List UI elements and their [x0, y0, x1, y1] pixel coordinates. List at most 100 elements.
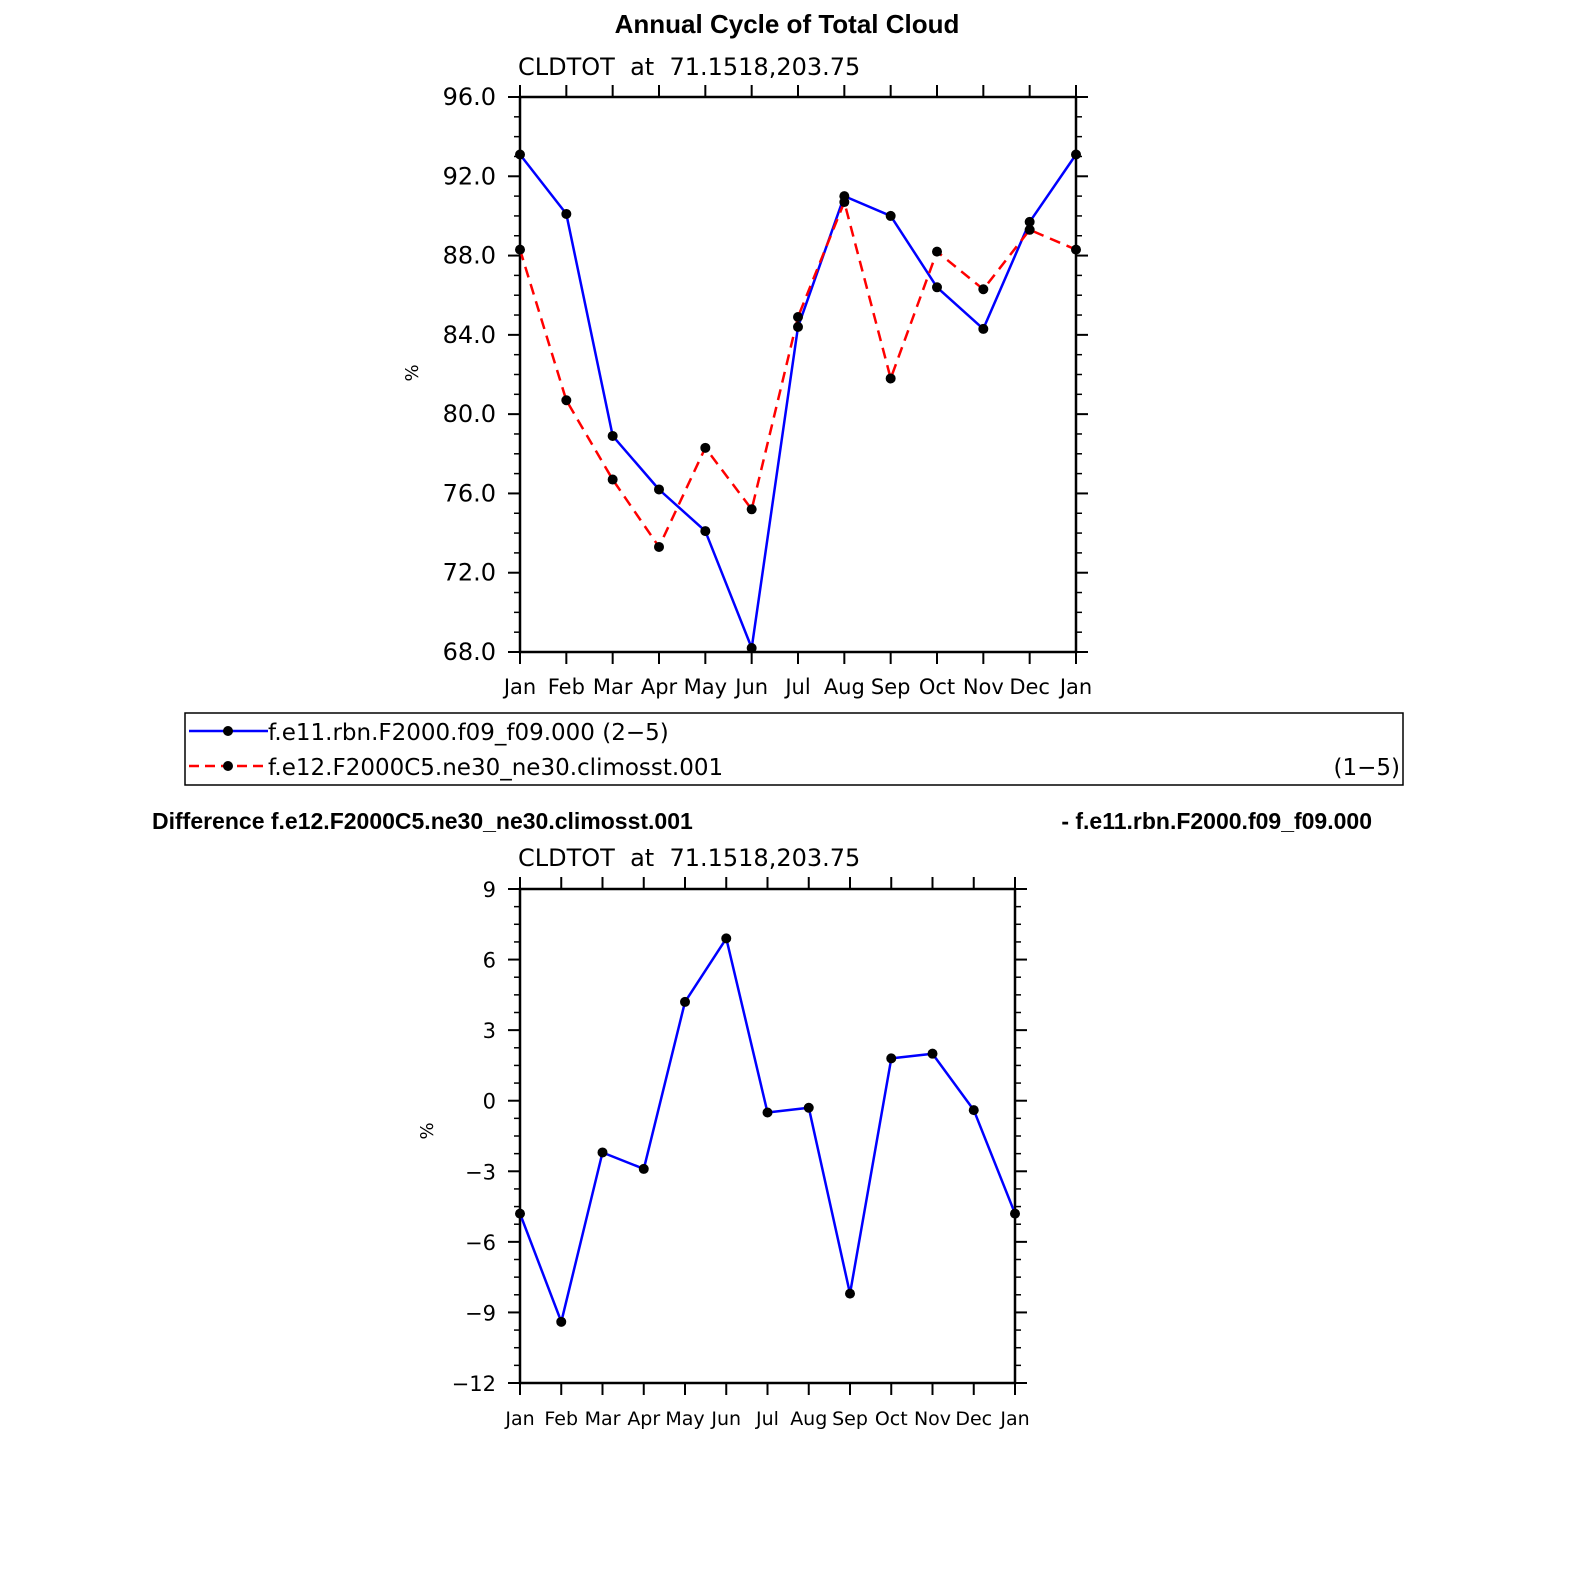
top-plot-area: 68.0 72.0 76.0 80.0 84.0 88.0 92.0 96.0 Jan Feb Ma…	[443, 83, 1093, 699]
top-chart-ytick-label: 88.0	[443, 242, 496, 270]
top-chart-xtick-label: Aug	[824, 675, 865, 699]
top-chart-series-1-point	[978, 323, 989, 334]
top-chart-xtick-label: Sep	[871, 675, 911, 699]
top-chart-series-2-point	[654, 541, 664, 552]
top-chart-ytick-label: 92.0	[443, 162, 496, 190]
bottom-chart-series-1-point	[762, 1107, 773, 1118]
bottom-chart-series-1-line	[518, 937, 1017, 1324]
top-chart-series-2-point	[607, 474, 618, 485]
bottom-chart-xtick-label: Apr	[627, 1408, 660, 1430]
bottom-chart-xtick-label: Sep	[832, 1408, 868, 1430]
top-chart-series-2-point	[932, 246, 942, 257]
bottom-chart-series-1-point	[721, 933, 732, 944]
legend-label-1: f.e11.rbn.F2000.f09_f09.000 (2−5)	[268, 720, 669, 746]
bottom-chart-series-1-point	[597, 1147, 608, 1158]
legend-box	[184, 712, 1404, 786]
bottom-chart-ytick-label: −12	[452, 1372, 496, 1396]
top-chart-series-2-point	[1024, 224, 1035, 235]
top-chart-xtick-label: Nov	[963, 675, 1004, 699]
bottom-chart-xtick-label: Jun	[710, 1408, 741, 1430]
bottom-chart-series-1-point	[968, 1105, 979, 1116]
top-chart-ytick-label: 68.0	[443, 638, 496, 666]
top-chart-series-2-point	[885, 373, 896, 384]
bottom-chart-ylabel: %	[417, 1122, 438, 1139]
bottom-chart-xtick-label: Aug	[790, 1408, 827, 1430]
top-chart-series-2-point	[978, 284, 989, 295]
top-chart-series-1-line	[519, 153, 1078, 650]
bottom-chart-series-1-point	[927, 1048, 938, 1059]
top-chart-series-1-point	[700, 526, 711, 537]
bottom-chart-subtitle: CLDTOT at 71.1518,203.75	[518, 844, 860, 872]
bottom-chart-series-1-point	[845, 1288, 855, 1299]
bottom-chart-frame	[518, 887, 1017, 1385]
top-chart-series-1-point	[1024, 216, 1035, 227]
top-chart-series-2-point	[793, 312, 803, 323]
top-chart-series-1-point	[561, 208, 572, 219]
legend-right-label-2: (1−5)	[1334, 755, 1400, 781]
bottom-plot-area: −12 −9 −6 −3 0 3 6 9 Jan Feb Mar Apr May Jun Jul Aug Sep…	[452, 877, 1030, 1430]
bottom-chart-ytick-label: 9	[483, 878, 496, 902]
top-chart-series-1-point	[932, 282, 942, 293]
bottom-chart-xtick-label: May	[665, 1408, 704, 1430]
top-chart-series-1-point	[1071, 149, 1081, 160]
legend-item-2: f.e12.F2000C5.ne30_ne30.climosst.001 (1−…	[189, 755, 1400, 781]
top-chart-series-1-point	[885, 210, 896, 221]
top-chart-series-1-point	[607, 430, 618, 441]
top-chart-series-2-point	[746, 504, 757, 515]
top-chart-xtick-label: Jul	[783, 675, 810, 699]
bottom-chart-ytick-label: 6	[483, 949, 496, 973]
top-chart-frame	[518, 95, 1078, 654]
bottom-chart-xtick-label: Dec	[955, 1408, 992, 1430]
top-chart-xtick-label: Jan	[502, 675, 536, 699]
legend-label-2: f.e12.F2000C5.ne30_ne30.climosst.001	[268, 755, 723, 781]
diff-title-left: Difference f.e12.F2000C5.ne30_ne30.climo…	[152, 808, 693, 834]
bottom-chart-xtick-label: Jan	[504, 1408, 534, 1430]
bottom-chart-xtick-label: Jan	[999, 1408, 1029, 1430]
bottom-chart-xtick-label: Jul	[755, 1408, 779, 1430]
top-chart-ytick-label: 84.0	[443, 321, 496, 349]
top-chart-ytick-label: 72.0	[443, 559, 496, 587]
top-chart-xtick-label: Apr	[641, 675, 678, 699]
bottom-chart-ytick-label: −6	[465, 1231, 496, 1255]
top-chart-xtick-label: Mar	[593, 675, 633, 699]
bottom-chart-series-1-point	[515, 1208, 525, 1219]
top-chart-series-1-point	[793, 321, 803, 332]
top-chart-xtick-label: Feb	[548, 675, 585, 699]
top-chart-series-1-point	[746, 643, 757, 654]
top-chart-series-1-point	[654, 484, 664, 495]
bottom-chart-ytick-label: −9	[465, 1301, 496, 1325]
diff-title-right: - f.e11.rbn.F2000.f09_f09.000	[1061, 808, 1372, 834]
top-chart-series-2-line	[518, 200, 1077, 549]
top-chart-series-2-point	[561, 395, 572, 406]
bottom-chart-xtick-label: Feb	[544, 1408, 578, 1430]
top-chart-series-2-point	[515, 244, 525, 255]
top-chart-series-2-point	[700, 442, 711, 453]
top-chart-ylabel: %	[402, 364, 423, 381]
top-chart-xtick-label: Dec	[1009, 675, 1050, 699]
bottom-chart-xtick-label: Oct	[875, 1408, 908, 1430]
bottom-chart-series-1-point	[638, 1163, 649, 1174]
bottom-chart-series-1-point	[803, 1102, 814, 1113]
bottom-chart-xtick-label: Mar	[585, 1408, 621, 1430]
bottom-chart-xtick-label: Nov	[914, 1408, 951, 1430]
top-chart-ytick-label: 80.0	[443, 400, 496, 428]
bottom-chart-series-1-point	[1010, 1208, 1020, 1219]
bottom-chart-ytick-label: 3	[483, 1019, 496, 1043]
top-chart-subtitle: CLDTOT at 71.1518,203.75	[518, 53, 860, 81]
top-chart-series-1-point	[515, 149, 525, 160]
bottom-chart-ytick-label: −3	[465, 1160, 496, 1184]
legend-item-1: f.e11.rbn.F2000.f09_f09.000 (2−5)	[189, 720, 669, 746]
bottom-chart-ytick-label: 0	[483, 1090, 496, 1114]
top-chart-series-2-point	[1071, 244, 1081, 255]
bottom-chart-series-1-point	[886, 1053, 897, 1064]
top-chart-xtick-label: Oct	[919, 675, 955, 699]
legend-marker-1	[223, 726, 233, 736]
bottom-chart-series-1-point	[680, 996, 690, 1007]
top-chart-xtick-label: Jan	[1058, 675, 1092, 699]
top-chart-xtick-label: May	[684, 675, 727, 699]
top-chart-series-2-point	[839, 197, 850, 208]
top-chart-ytick-label: 76.0	[443, 479, 496, 507]
top-chart-xtick-label: Jun	[733, 675, 768, 699]
main-title: Annual Cycle of Total Cloud	[615, 9, 960, 39]
